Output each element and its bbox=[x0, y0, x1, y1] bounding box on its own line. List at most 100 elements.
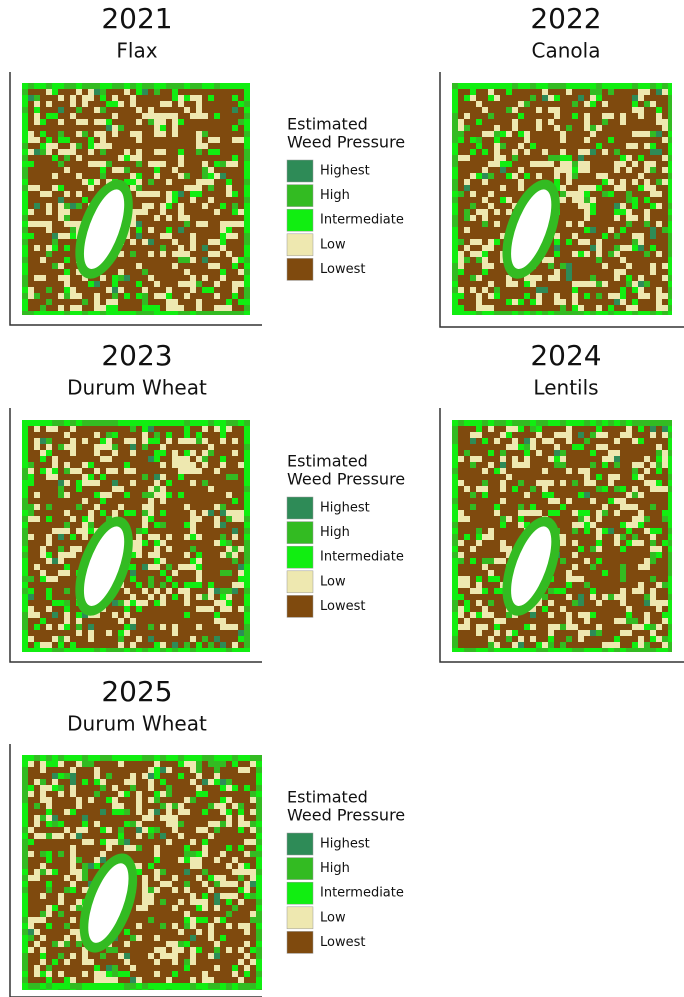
field-cell bbox=[548, 420, 554, 426]
field-cell bbox=[130, 845, 136, 851]
field-cell bbox=[238, 221, 244, 227]
field-cell bbox=[626, 263, 632, 269]
field-cell bbox=[88, 281, 94, 287]
slough bbox=[88, 863, 129, 943]
field-cell bbox=[238, 803, 244, 809]
field-cell bbox=[40, 420, 46, 426]
field-cell bbox=[668, 83, 672, 89]
field-cell bbox=[22, 444, 28, 450]
field-cell bbox=[154, 492, 160, 498]
field-cell bbox=[154, 420, 160, 426]
field-cell bbox=[220, 462, 226, 468]
field-cell bbox=[202, 510, 208, 516]
field-cell bbox=[256, 827, 262, 833]
field-cell bbox=[76, 311, 82, 315]
field-cell bbox=[238, 119, 244, 125]
field-cell bbox=[644, 612, 650, 618]
field-cell bbox=[572, 510, 578, 516]
field-cell bbox=[244, 941, 250, 947]
field-cell bbox=[244, 311, 250, 315]
field-cell bbox=[214, 875, 220, 881]
field-cell bbox=[596, 540, 602, 546]
field-cell bbox=[530, 606, 536, 612]
field-cell bbox=[202, 827, 208, 833]
field-cell bbox=[250, 809, 256, 815]
field-cell bbox=[166, 83, 172, 89]
field-cell bbox=[22, 791, 28, 797]
field-cell bbox=[548, 438, 554, 444]
field-cell bbox=[560, 540, 566, 546]
field-cell bbox=[196, 143, 202, 149]
field-cell bbox=[650, 648, 656, 652]
field-cell bbox=[58, 534, 64, 540]
field-cell bbox=[76, 797, 82, 803]
field-cell bbox=[112, 510, 118, 516]
field-cell bbox=[578, 576, 584, 582]
field-cell bbox=[154, 546, 160, 552]
field-cell bbox=[154, 534, 160, 540]
field-cell bbox=[34, 755, 40, 761]
field-cell bbox=[40, 947, 46, 953]
field-cell bbox=[46, 444, 52, 450]
field-cell bbox=[482, 648, 488, 652]
field-cell bbox=[226, 185, 232, 191]
field-cell bbox=[64, 444, 70, 450]
field-cell bbox=[64, 137, 70, 143]
field-cell bbox=[626, 191, 632, 197]
field-cell bbox=[226, 989, 232, 990]
field-cell bbox=[130, 983, 136, 989]
field-cell bbox=[476, 311, 482, 315]
field-cell bbox=[184, 917, 190, 923]
field-cell bbox=[34, 803, 40, 809]
field-cell bbox=[142, 893, 148, 899]
field-cell bbox=[40, 83, 46, 89]
field-cell bbox=[208, 510, 214, 516]
field-cell bbox=[536, 311, 542, 315]
field-cell bbox=[136, 923, 142, 929]
field-cell bbox=[256, 857, 262, 863]
field-cell bbox=[524, 624, 530, 630]
field-cell bbox=[178, 155, 184, 161]
field-cell bbox=[112, 983, 118, 989]
field-cell bbox=[52, 311, 58, 315]
field-cell bbox=[650, 233, 656, 239]
field-cell bbox=[52, 636, 58, 642]
field-cell bbox=[238, 977, 244, 983]
legend-title: Weed Pressure bbox=[287, 470, 405, 489]
field-cell bbox=[52, 468, 58, 474]
field-cell bbox=[166, 293, 172, 299]
field-cell bbox=[560, 155, 566, 161]
field-cell bbox=[578, 594, 584, 600]
field-cell bbox=[638, 131, 644, 137]
field-cell bbox=[22, 959, 28, 965]
field-cell bbox=[494, 468, 500, 474]
field-cell bbox=[58, 486, 64, 492]
field-cell bbox=[202, 438, 208, 444]
field-cell bbox=[58, 755, 64, 761]
field-cell bbox=[584, 281, 590, 287]
field-cell bbox=[244, 869, 250, 875]
field-cell bbox=[572, 648, 578, 652]
field-cell bbox=[28, 95, 34, 101]
field-cell bbox=[244, 287, 250, 293]
field-cell bbox=[178, 588, 184, 594]
field-cell bbox=[154, 773, 160, 779]
field-cell bbox=[226, 552, 232, 558]
field-cell bbox=[650, 227, 656, 233]
field-cell bbox=[662, 305, 668, 311]
field-cell bbox=[40, 953, 46, 959]
field-cell bbox=[142, 311, 148, 315]
field-cell bbox=[76, 618, 82, 624]
field-cell bbox=[154, 522, 160, 528]
field-cell bbox=[202, 480, 208, 486]
field-cell bbox=[238, 827, 244, 833]
field-cell bbox=[172, 959, 178, 965]
field-cell bbox=[184, 594, 190, 600]
field-cell bbox=[178, 462, 184, 468]
field-cell bbox=[118, 803, 124, 809]
field-cell bbox=[638, 426, 644, 432]
field-cell bbox=[500, 450, 506, 456]
field-cell bbox=[178, 761, 184, 767]
legend-label: Low bbox=[320, 237, 346, 252]
field-cell bbox=[46, 923, 52, 929]
